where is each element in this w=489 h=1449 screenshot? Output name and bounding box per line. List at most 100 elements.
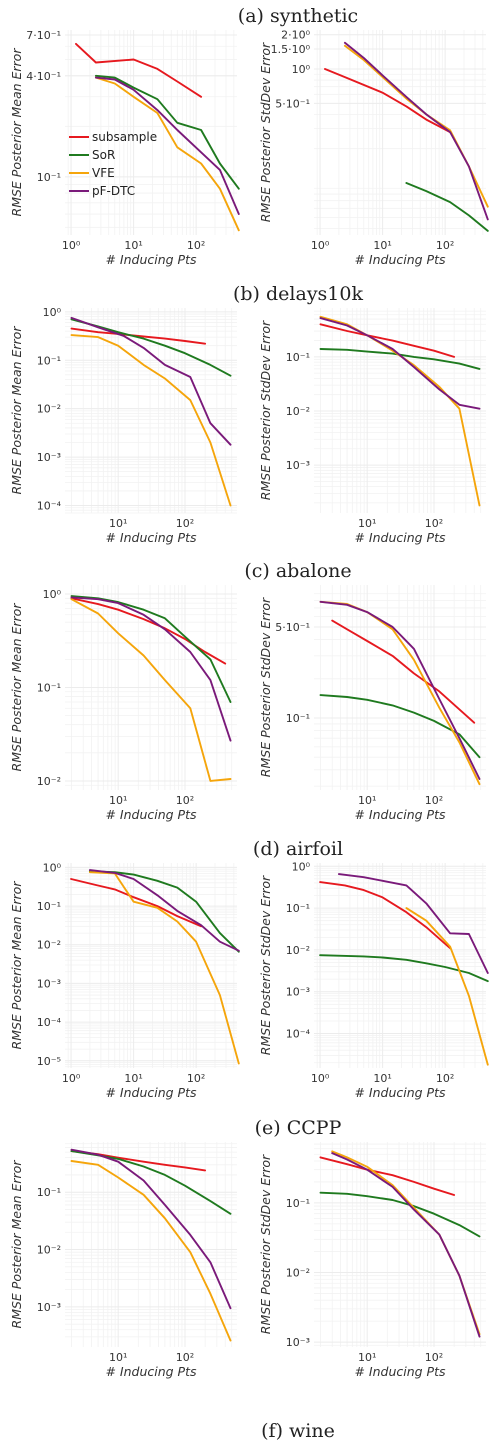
y-tick-label: 10⁻⁴ — [286, 1028, 311, 1041]
x-tick-label: 10¹ — [358, 794, 376, 807]
y-axis-label: RMSE Posterior Mean Error — [9, 603, 24, 772]
series-line-subsample — [320, 882, 450, 948]
x-axis-label: # Inducing Pts — [354, 1085, 446, 1100]
y-axis-label: RMSE Posterior Mean Error — [9, 48, 24, 217]
caption-synthetic: (a) synthetic — [238, 5, 358, 27]
x-tick-label: 10⁰ — [311, 1072, 330, 1085]
series-line-vfe — [72, 599, 231, 781]
y-tick-label: 10⁻³ — [286, 459, 310, 472]
x-axis-label: # Inducing Pts — [354, 1364, 446, 1379]
minor-grid — [314, 585, 486, 790]
y-axis-label: RMSE Posterior StdDev Error — [258, 320, 273, 500]
caption-wine: (f) wine — [261, 1420, 335, 1442]
x-tick-label: 10⁰ — [311, 239, 330, 252]
x-tick-label: 10¹ — [124, 239, 142, 252]
y-tick-label: 10⁰ — [43, 861, 62, 874]
y-axis-label: RMSE Posterior StdDev Error — [258, 42, 273, 222]
y-tick-label: 10⁻² — [37, 1244, 61, 1257]
y-axis-label: RMSE Posterior Mean Error — [9, 881, 24, 1050]
charts-layer: 10⁰ 10¹ 10² 10⁻¹ 4·10⁻¹ 7·10⁻¹ # Inducing Pts R… — [9, 29, 488, 1379]
x-tick-label: 10¹ — [373, 1072, 391, 1085]
x-axis-label: # Inducing Pts — [354, 807, 446, 822]
chart-9: 10¹ 10² 10⁻³ 10⁻² 10⁻¹ # Inducing Pts RMSE Pos… — [9, 1142, 237, 1379]
x-tick-label: 10¹ — [109, 794, 127, 807]
x-tick-label: 10² — [176, 794, 194, 807]
x-tick-label: 10² — [187, 1072, 205, 1085]
chart-10: 10¹ 10²10⁻³10⁻²10⁻¹# Inducing PtsRMSE Pos… — [258, 1142, 486, 1379]
series-line-sor — [321, 695, 480, 757]
y-tick-label: 10⁻² — [286, 944, 310, 957]
y-tick-label: 10⁻¹ — [37, 900, 61, 913]
x-tick-label: 10² — [425, 1351, 443, 1364]
minor-grid — [314, 1142, 486, 1347]
y-tick-label: 5·10⁻¹ — [275, 621, 310, 634]
y-tick-label: 5·10⁻¹ — [275, 97, 310, 110]
series-line-sor — [72, 1151, 231, 1214]
x-tick-label: 10² — [187, 239, 205, 252]
series-line-vfe — [406, 908, 487, 1065]
caption-delays10k: (b) delays10k — [233, 283, 363, 305]
x-tick-label: 10² — [176, 517, 194, 530]
caption-airfoil: (d) airfoil — [253, 838, 343, 860]
x-tick-label: 10² — [176, 1351, 194, 1364]
x-axis-label: # Inducing Pts — [105, 807, 197, 822]
major-grid — [314, 1142, 486, 1347]
y-tick-label: 10⁻³ — [37, 977, 61, 990]
chart-6: 10¹ 10²10⁻¹5·10⁻¹# Inducing PtsRMSE Poste… — [258, 585, 486, 822]
minor-grid — [314, 863, 486, 1068]
y-tick-label: 10⁰ — [292, 63, 311, 76]
y-tick-label: 10⁻¹ — [37, 1186, 61, 1199]
y-tick-label: 10⁻⁵ — [37, 1055, 61, 1068]
major-grid — [314, 585, 486, 790]
series-line-sor — [72, 319, 231, 375]
x-tick-label: 10² — [436, 239, 454, 252]
y-tick-label: 7·10⁻¹ — [26, 29, 61, 42]
series-line-pf-dtc — [72, 597, 231, 740]
minor-grid — [65, 863, 237, 1068]
series-line-vfe — [96, 78, 239, 231]
legend: subsampleSoRVFEpF-DTC — [69, 130, 157, 198]
chart-7: 10⁰ 10¹ 10²10⁻⁵10⁻⁴10⁻³10⁻²10⁻¹10⁰# Induci… — [9, 861, 239, 1100]
x-tick-label: 10⁰ — [62, 1072, 81, 1085]
x-axis-label: # Inducing Pts — [105, 1364, 197, 1379]
x-tick-label: 10² — [436, 1072, 454, 1085]
y-tick-label: 10⁻⁴ — [37, 1016, 62, 1029]
major-grid — [65, 585, 237, 790]
y-axis-label: RMSE Posterior Mean Error — [9, 326, 24, 495]
legend-label-subsample: subsample — [92, 130, 157, 144]
chart-1: 10⁰ 10¹ 10² 10⁻¹ 4·10⁻¹ 7·10⁻¹ # Inducing Pts R… — [9, 29, 239, 267]
y-tick-label: 10⁻² — [37, 939, 61, 952]
y-tick-label: 10⁻³ — [37, 1301, 61, 1314]
y-tick-label: 10⁻³ — [286, 986, 310, 999]
x-tick-label: 10¹ — [358, 1351, 376, 1364]
y-tick-label: 10⁻¹ — [37, 171, 61, 184]
y-axis-label: RMSE Posterior StdDev Error — [258, 597, 273, 777]
y-axis-label: RMSE Posterior StdDev Error — [258, 875, 273, 1055]
series-line-sor — [406, 183, 487, 231]
y-tick-label: 10⁻² — [286, 405, 310, 418]
y-axis-label: RMSE Posterior StdDev Error — [258, 1154, 273, 1334]
x-tick-label: 10¹ — [109, 1351, 127, 1364]
y-tick-label: 10⁻² — [37, 403, 61, 416]
y-tick-label: 10⁻³ — [286, 1336, 310, 1349]
series-line-vfe — [345, 46, 488, 207]
x-tick-label: 10¹ — [124, 1072, 142, 1085]
x-axis-label: # Inducing Pts — [354, 530, 446, 545]
minor-grid — [65, 1142, 237, 1347]
chart-8: 10⁰ 10¹ 10² 10⁻⁴ 10⁻³ 10⁻² 10⁻¹ 10⁰ # Inducing P… — [258, 860, 488, 1100]
x-tick-label: 10² — [425, 794, 443, 807]
caption-abalone: (c) abalone — [244, 560, 351, 582]
y-tick-label: 10⁰ — [43, 306, 62, 319]
series-line-subsample — [332, 621, 474, 723]
y-tick-label: 10⁰ — [43, 588, 62, 601]
y-tick-label: 4·10⁻¹ — [26, 70, 61, 83]
y-tick-label: 10⁻¹ — [286, 1197, 310, 1210]
y-tick-label: 2·10⁰ — [281, 29, 310, 42]
minor-grid — [65, 308, 237, 513]
y-tick-label: 10⁻⁴ — [37, 500, 62, 513]
x-tick-label: 10¹ — [109, 517, 127, 530]
y-tick-label: 10⁰ — [292, 860, 311, 873]
chart-4: 10¹ 10²10⁻³10⁻²10⁻¹# Inducing PtsRMSE Pos… — [258, 308, 486, 545]
